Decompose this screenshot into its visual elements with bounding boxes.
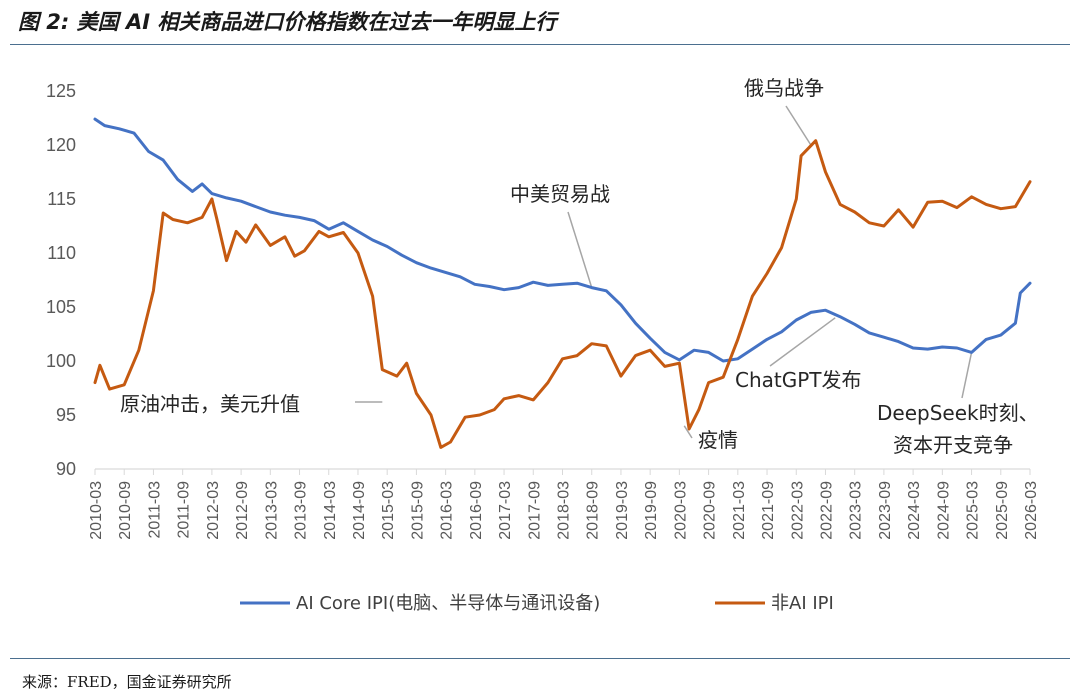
annotation-deepseek: DeepSeek时刻、 bbox=[877, 401, 1039, 425]
source-note: 来源：FRED，国金证券研究所 bbox=[22, 673, 232, 691]
x-tick-label: 2022-09 bbox=[818, 481, 835, 540]
x-tick-label: 2011-09 bbox=[176, 481, 193, 539]
annotation-leader-line bbox=[961, 352, 973, 399]
annotation-leader-line bbox=[769, 317, 836, 367]
annotation-leaders bbox=[354, 105, 973, 439]
x-tick-label: 2019-03 bbox=[614, 481, 631, 540]
annotation-trade-war: 中美贸易战 bbox=[510, 182, 610, 206]
x-tick-label: 2018-03 bbox=[556, 481, 573, 540]
x-tick-label: 2020-09 bbox=[702, 481, 719, 540]
x-tick-label: 2025-09 bbox=[994, 481, 1011, 540]
x-tick-label: 2016-03 bbox=[439, 481, 456, 540]
x-tick-label: 2015-09 bbox=[409, 481, 426, 540]
x-tick-label: 2020-03 bbox=[672, 481, 689, 540]
annotation-leader-line bbox=[785, 105, 812, 146]
x-tick-label: 2012-09 bbox=[234, 481, 251, 540]
y-axis: 90 95 100 105 110 115 120 125 bbox=[46, 81, 76, 479]
x-tick-label: 2021-09 bbox=[760, 481, 777, 540]
y-tick-label: 90 bbox=[56, 459, 76, 479]
x-tick-label: 2013-03 bbox=[263, 481, 280, 540]
x-tick-label: 2021-03 bbox=[731, 481, 748, 540]
y-tick-label: 125 bbox=[46, 81, 76, 101]
x-tick-label: 2023-03 bbox=[848, 481, 865, 540]
annotation-capex: 资本开支竞争 bbox=[893, 433, 1013, 457]
y-tick-label: 100 bbox=[46, 351, 76, 371]
legend-label-non-ai: 非AI IPI bbox=[771, 593, 834, 614]
footer-rule bbox=[10, 658, 1070, 659]
x-tick-label: 2012-03 bbox=[205, 481, 222, 540]
annotation-chatgpt: ChatGPT发布 bbox=[735, 368, 862, 392]
x-tick-label: 2014-09 bbox=[351, 481, 368, 540]
annotation-leader-line bbox=[683, 425, 693, 439]
x-tick-label: 2010-03 bbox=[88, 481, 105, 540]
x-tick-label: 2026-03 bbox=[1023, 481, 1040, 540]
x-tick-label: 2013-09 bbox=[293, 481, 310, 540]
annotation-leader-line bbox=[567, 211, 593, 288]
y-tick-label: 120 bbox=[46, 135, 76, 155]
x-axis: 2010-03 2010-09 2011-03 2011-09 2012-03 2012-… bbox=[88, 468, 1040, 540]
x-tick-label: 2017-03 bbox=[497, 481, 514, 540]
x-tick-label: 2022-03 bbox=[789, 481, 806, 540]
series-line-ai-core bbox=[93, 117, 1032, 363]
y-tick-label: 115 bbox=[47, 189, 76, 209]
x-tick-label: 2011-03 bbox=[146, 481, 163, 539]
x-tick-label: 2010-09 bbox=[117, 481, 134, 540]
series-lines bbox=[93, 117, 1032, 449]
x-tick-label: 2023-09 bbox=[877, 481, 894, 540]
x-tick-label: 2018-09 bbox=[585, 481, 602, 540]
x-tick-label: 2017-09 bbox=[526, 481, 543, 540]
annotation-pandemic: 疫情 bbox=[698, 428, 738, 452]
x-tick-label: 2014-03 bbox=[322, 481, 339, 540]
x-tick-label: 2024-03 bbox=[906, 481, 923, 540]
figure-title: 图 2: 美国 AI 相关商品进口价格指数在过去一年明显上行 bbox=[18, 10, 557, 34]
y-tick-label: 110 bbox=[47, 243, 76, 263]
legend: AI Core IPI(电脑、半导体与通讯设备) 非AI IPI bbox=[240, 593, 834, 614]
title-rule bbox=[10, 44, 1070, 45]
annotation-oil-shock: 原油冲击，美元升值 bbox=[120, 392, 300, 416]
x-tick-label: 2015-03 bbox=[380, 481, 397, 540]
series-line-non-ai bbox=[93, 139, 1032, 449]
annotation-russia-ukraine-war: 俄乌战争 bbox=[744, 76, 824, 100]
y-tick-label: 95 bbox=[56, 405, 76, 425]
x-tick-label: 2016-09 bbox=[468, 481, 485, 540]
x-tick-label: 2025-03 bbox=[965, 481, 982, 540]
x-tick-label: 2019-09 bbox=[643, 481, 660, 540]
x-tick-label: 2024-09 bbox=[935, 481, 952, 540]
y-tick-label: 105 bbox=[46, 297, 76, 317]
legend-label-ai-core: AI Core IPI(电脑、半导体与通讯设备) bbox=[296, 593, 600, 614]
